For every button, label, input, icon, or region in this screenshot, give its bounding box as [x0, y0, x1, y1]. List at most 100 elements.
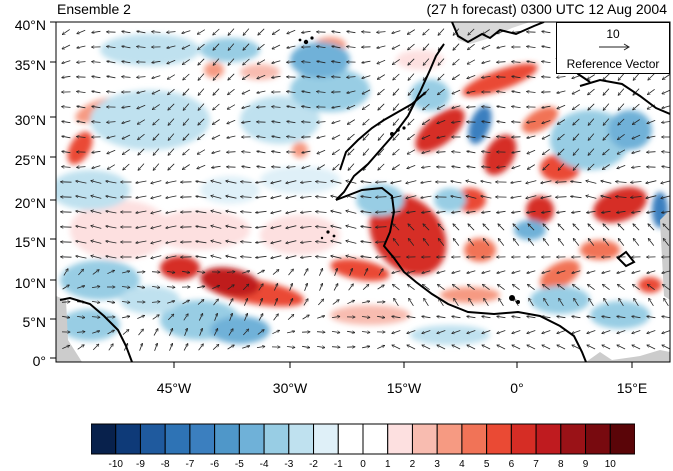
colorbar-label: 6 — [508, 459, 515, 470]
wind-vector — [647, 120, 656, 123]
wind-vector — [212, 134, 221, 139]
wind-vector — [377, 74, 386, 80]
wind-vector — [482, 107, 491, 108]
wind-vector — [77, 316, 85, 317]
wind-vector — [542, 211, 551, 212]
wind-vector — [468, 238, 475, 246]
wind-vector — [467, 270, 476, 273]
wind-vector — [286, 240, 297, 244]
wind-vector — [301, 181, 312, 182]
wind-vector — [107, 76, 116, 78]
wind-vector — [557, 211, 566, 212]
wind-vector — [242, 105, 251, 109]
wind-vector — [211, 241, 222, 244]
wind-vector — [257, 59, 266, 65]
wind-vector — [377, 59, 386, 64]
wind-vector — [394, 298, 399, 307]
wind-vector — [452, 316, 461, 317]
wind-vector — [243, 58, 250, 65]
wind-vector — [152, 315, 160, 320]
wind-vector — [558, 148, 565, 155]
wind-vector — [334, 268, 338, 276]
forecast-time-title: (27 h forecast) 0300 UTC 12 Aug 2004 — [426, 1, 667, 17]
wind-vector — [362, 104, 370, 109]
wind-vector — [572, 345, 581, 350]
wind-vector — [287, 62, 296, 63]
axis-ticks — [50, 21, 633, 368]
colorbar-swatch — [486, 423, 512, 455]
wind-vector — [587, 330, 596, 334]
wind-vector — [241, 212, 252, 213]
wind-vector — [243, 28, 250, 36]
colorbar-swatch — [189, 423, 216, 455]
wind-vector — [213, 28, 220, 35]
wind-vector — [108, 344, 113, 351]
wind-vector — [437, 135, 446, 138]
wind-vector — [62, 151, 71, 152]
wind-vector — [603, 224, 610, 231]
wind-vector — [199, 328, 203, 336]
wind-vector — [451, 181, 462, 184]
wind-vector — [618, 238, 625, 246]
wind-vector — [257, 166, 266, 167]
wind-vector — [316, 332, 325, 333]
wind-vector — [542, 284, 550, 291]
wind-vector — [588, 224, 595, 231]
wind-vector — [303, 269, 308, 276]
lat-tick-label: 0° — [32, 353, 46, 369]
wind-vector — [543, 238, 550, 246]
wind-vector — [302, 62, 311, 63]
wind-vector — [348, 133, 355, 140]
wind-vector — [512, 91, 521, 93]
wind-vector — [497, 316, 506, 317]
wind-vector — [302, 346, 310, 347]
wind-vector — [211, 181, 222, 184]
wind-vector — [229, 313, 233, 321]
wind-vector — [166, 210, 177, 213]
anomaly-blob — [90, 90, 210, 150]
wind-vector — [393, 224, 400, 231]
wind-vector — [198, 43, 205, 50]
wind-vector — [182, 300, 190, 305]
wind-vector — [497, 62, 506, 63]
wind-vector — [573, 133, 580, 141]
wind-vector — [303, 299, 308, 306]
colorbar-label: 8 — [558, 459, 564, 470]
wind-vector — [242, 271, 250, 274]
wind-vector — [77, 45, 86, 48]
wind-vector — [512, 284, 520, 291]
wind-vector — [168, 148, 175, 156]
wind-vector — [616, 182, 627, 183]
wind-vector — [634, 298, 639, 307]
wind-vector — [632, 211, 641, 212]
wind-vector — [137, 77, 146, 78]
wind-vector — [587, 211, 596, 212]
anomaly-blob — [526, 196, 554, 224]
wind-vector — [528, 224, 535, 231]
wind-vector — [437, 120, 446, 123]
colorbar-label: 4 — [459, 459, 465, 470]
colorbar-label: 10 — [604, 459, 616, 470]
wind-vector — [662, 105, 670, 109]
wind-vector — [422, 316, 431, 317]
wind-vector — [453, 43, 460, 51]
wind-vector — [122, 316, 130, 318]
wind-vector — [619, 298, 624, 307]
wind-vector — [573, 163, 580, 171]
wind-vector — [437, 104, 446, 109]
wind-vector — [78, 269, 83, 276]
wind-vector — [122, 61, 131, 62]
wind-vector — [62, 44, 71, 49]
colorbar-label: -3 — [284, 459, 294, 470]
colorbar-swatch — [510, 423, 537, 455]
colorbar-label: -5 — [234, 459, 244, 470]
wind-vector — [407, 29, 416, 35]
wind-vector — [392, 30, 401, 34]
wind-vector — [422, 166, 431, 167]
wind-vector — [332, 134, 341, 139]
wind-vector — [572, 284, 580, 291]
wind-vector — [481, 181, 492, 184]
wind-vector — [632, 134, 641, 139]
wind-vector — [198, 58, 205, 65]
wind-vector — [286, 180, 297, 184]
